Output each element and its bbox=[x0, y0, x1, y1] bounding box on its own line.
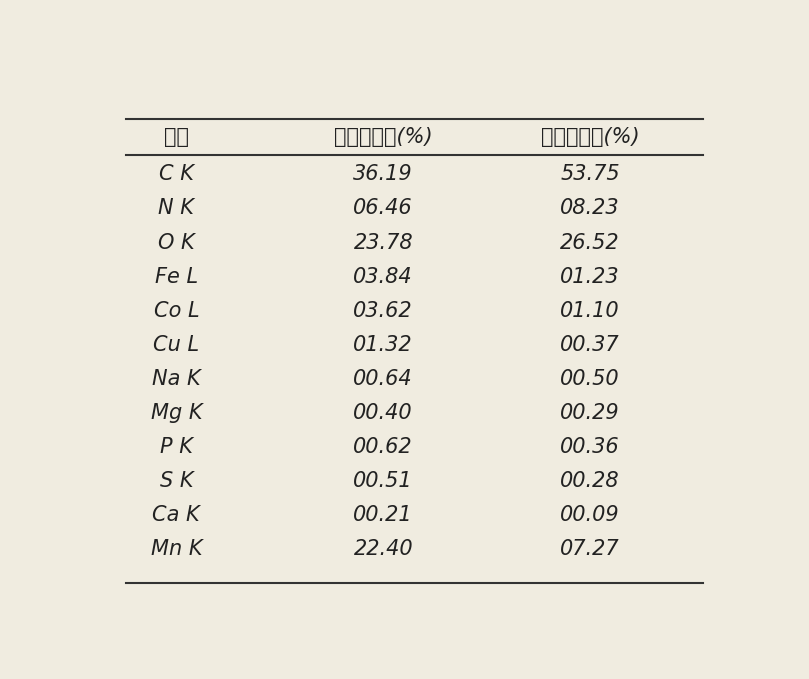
Text: 00.28: 00.28 bbox=[561, 471, 620, 491]
Text: Mn K: Mn K bbox=[150, 539, 202, 559]
Text: 08.23: 08.23 bbox=[561, 198, 620, 219]
Text: 01.32: 01.32 bbox=[354, 335, 413, 355]
Text: 00.37: 00.37 bbox=[561, 335, 620, 355]
Text: 01.10: 01.10 bbox=[561, 301, 620, 320]
Text: 03.84: 03.84 bbox=[354, 267, 413, 287]
Text: Cu L: Cu L bbox=[153, 335, 200, 355]
Text: 03.62: 03.62 bbox=[354, 301, 413, 320]
Text: Mg K: Mg K bbox=[150, 403, 202, 423]
Text: C K: C K bbox=[159, 164, 194, 184]
Text: O K: O K bbox=[158, 232, 195, 253]
Text: 06.46: 06.46 bbox=[354, 198, 413, 219]
Text: 22.40: 22.40 bbox=[354, 539, 413, 559]
Text: Na K: Na K bbox=[152, 369, 201, 389]
Text: 质量百分比(%): 质量百分比(%) bbox=[334, 127, 433, 147]
Text: 00.29: 00.29 bbox=[561, 403, 620, 423]
Text: 00.09: 00.09 bbox=[561, 505, 620, 526]
Text: 01.23: 01.23 bbox=[561, 267, 620, 287]
Text: 00.50: 00.50 bbox=[561, 369, 620, 389]
Text: 26.52: 26.52 bbox=[561, 232, 620, 253]
Text: 00.21: 00.21 bbox=[354, 505, 413, 526]
Text: P K: P K bbox=[160, 437, 193, 457]
Text: Co L: Co L bbox=[154, 301, 199, 320]
Text: 00.40: 00.40 bbox=[354, 403, 413, 423]
Text: 07.27: 07.27 bbox=[561, 539, 620, 559]
Text: 原子百分比(%): 原子百分比(%) bbox=[541, 127, 639, 147]
Text: 00.36: 00.36 bbox=[561, 437, 620, 457]
Text: Ca K: Ca K bbox=[152, 505, 201, 526]
Text: 53.75: 53.75 bbox=[561, 164, 620, 184]
Text: 23.78: 23.78 bbox=[354, 232, 413, 253]
Text: N K: N K bbox=[159, 198, 194, 219]
Text: Fe L: Fe L bbox=[155, 267, 198, 287]
Text: 元素: 元素 bbox=[164, 127, 188, 147]
Text: 36.19: 36.19 bbox=[354, 164, 413, 184]
Text: S K: S K bbox=[159, 471, 193, 491]
Text: 00.51: 00.51 bbox=[354, 471, 413, 491]
Text: 00.62: 00.62 bbox=[354, 437, 413, 457]
Text: 00.64: 00.64 bbox=[354, 369, 413, 389]
